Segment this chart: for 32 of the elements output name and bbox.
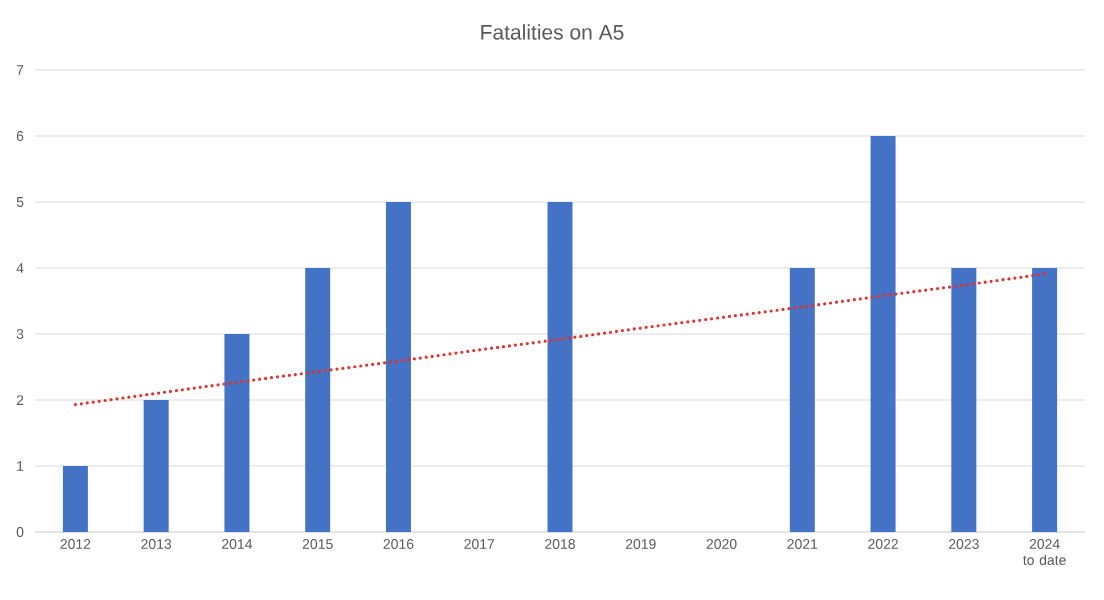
bar [789,268,815,532]
x-tick-label: 2019 [625,539,656,549]
y-tick-label: 4 [16,263,24,273]
y-tick-label: 0 [16,527,24,537]
x-tick-label: 2021 [787,539,818,549]
x-tick-label: 2017 [464,539,495,549]
y-tick-label: 2 [16,395,24,405]
x-tick-label: 2024 to date [1023,539,1066,565]
x-tick-label: 2022 [868,539,898,549]
y-tick-label: 1 [17,461,24,471]
x-tick-label: 2013 [141,539,172,549]
chart-title: Fatalities on A5 [481,24,624,40]
bar [62,465,88,532]
bar [385,202,411,532]
y-tick-label: 7 [16,65,24,75]
bar [870,136,896,532]
x-tick-label: 2014 [222,539,253,549]
x-tick-label: 2018 [545,539,575,549]
bar [143,399,169,532]
bar [547,202,573,532]
x-tick-label: 2016 [383,539,414,549]
bar [305,268,331,532]
y-tick-label: 6 [16,131,24,141]
y-tick-label: 5 [16,197,24,207]
bar [1032,268,1058,532]
y-tick-label: 3 [16,329,24,339]
bar [224,334,250,532]
bar [951,268,977,532]
x-tick-label: 2015 [302,539,333,549]
x-tick-label: 2012 [60,539,91,549]
x-tick-label: 2023 [948,539,979,549]
x-tick-label: 2020 [706,539,737,549]
